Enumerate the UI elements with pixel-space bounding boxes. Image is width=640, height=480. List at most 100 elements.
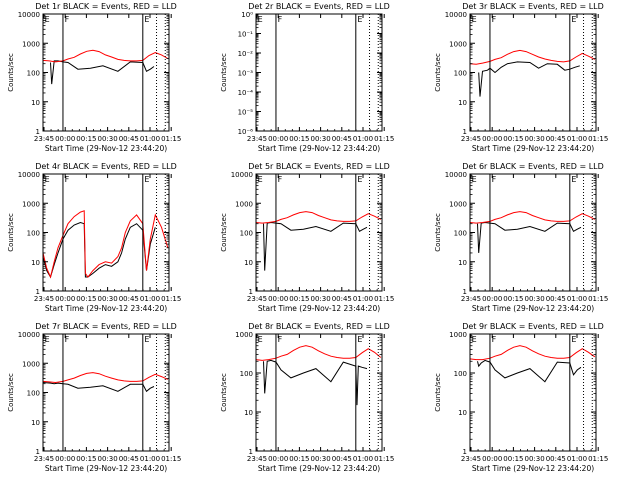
y-tick-label: 1 bbox=[249, 288, 253, 296]
x-tick-label: 00:30 bbox=[311, 455, 331, 463]
x-tick-label: 23:45 bbox=[247, 135, 267, 143]
y-tick-label: 100 bbox=[240, 230, 253, 238]
x-tick-label: 00:45 bbox=[119, 455, 139, 463]
panel-title: Det 9r BLACK = Events, RED = LLD bbox=[462, 322, 604, 331]
x-tick-label: 23:45 bbox=[34, 295, 54, 303]
y-tick-label: 1000 bbox=[22, 200, 40, 208]
x-tick-label: 00:45 bbox=[332, 295, 352, 303]
x-axis-label: Start Time (29-Nov-12 23:44:20) bbox=[258, 304, 380, 313]
marker-letter: E bbox=[357, 175, 362, 184]
marker-letter: E bbox=[571, 15, 576, 24]
panel-title: Det 1r BLACK = Events, RED = LLD bbox=[35, 2, 177, 11]
y-tick-label: 100 bbox=[454, 230, 467, 238]
panel-title: Det 7r BLACK = Events, RED = LLD bbox=[35, 322, 177, 331]
y-tick-label: 1 bbox=[36, 448, 40, 456]
x-tick-label: 00:45 bbox=[332, 135, 352, 143]
y-tick-label: 10000 bbox=[445, 11, 467, 19]
lld-series-line bbox=[469, 49, 596, 65]
detector-panel: Det 7r BLACK = Events, RED = LLD E F E 1 10 10… bbox=[7, 322, 181, 473]
y-tick-label: 1 bbox=[36, 128, 40, 136]
y-axis-label: Counts/sec bbox=[7, 213, 15, 252]
marker-letter: E bbox=[144, 15, 149, 24]
y-tick-label: 10 bbox=[31, 259, 40, 267]
x-tick-label: 00:15 bbox=[289, 295, 309, 303]
lld-series-line bbox=[42, 49, 169, 63]
y-tick-label: 10000 bbox=[18, 331, 40, 339]
x-tick-label: 01:15 bbox=[161, 295, 181, 303]
x-tick-label: 23:45 bbox=[461, 295, 481, 303]
x-axis-label: Start Time (29-Nov-12 23:44:20) bbox=[472, 464, 594, 473]
x-tick-label: 00:00 bbox=[55, 455, 75, 463]
x-tick-label: 00:15 bbox=[503, 135, 523, 143]
x-tick-label: 00:15 bbox=[76, 295, 96, 303]
x-tick-label: 00:00 bbox=[268, 135, 288, 143]
x-axis-label: Start Time (29-Nov-12 23:44:20) bbox=[45, 304, 167, 313]
detector-panel: Det 9r BLACK = Events, RED = LLD E F E 1 10 10… bbox=[434, 322, 608, 473]
y-tick-label: 10 bbox=[31, 419, 40, 427]
x-tick-label: 23:45 bbox=[247, 295, 267, 303]
lld-series-line bbox=[42, 372, 169, 384]
marker-letter: E bbox=[571, 175, 576, 184]
lld-series-line bbox=[255, 211, 382, 224]
y-tick-label: 10000 bbox=[445, 171, 467, 179]
x-tick-label: 00:15 bbox=[289, 135, 309, 143]
x-tick-label: 00:00 bbox=[268, 455, 288, 463]
y-tick-label: 100 bbox=[27, 390, 40, 398]
y-tick-label: 10⁻³ bbox=[238, 70, 254, 78]
x-tick-label: 00:30 bbox=[525, 455, 545, 463]
marker-letter: F bbox=[65, 15, 70, 24]
marker-letter: E bbox=[45, 335, 50, 344]
x-tick-label: 01:00 bbox=[567, 135, 587, 143]
detector-panel: Det 1r BLACK = Events, RED = LLD E F E 1 10 10… bbox=[7, 2, 181, 153]
x-axis-label: Start Time (29-Nov-12 23:44:20) bbox=[45, 464, 167, 473]
events-series-line bbox=[42, 221, 156, 279]
x-tick-label: 01:15 bbox=[161, 455, 181, 463]
lld-series-line bbox=[469, 345, 596, 361]
marker-letter: E bbox=[45, 175, 50, 184]
x-tick-label: 00:00 bbox=[482, 135, 502, 143]
y-tick-label: 10⁻⁴ bbox=[238, 89, 254, 97]
y-tick-label: 10 bbox=[244, 409, 253, 417]
y-tick-label: 100 bbox=[240, 370, 253, 378]
y-tick-label: 100 bbox=[454, 70, 467, 78]
x-tick-label: 00:30 bbox=[525, 135, 545, 143]
x-tick-label: 00:15 bbox=[76, 455, 96, 463]
y-tick-label: 100 bbox=[454, 370, 467, 378]
marker-letter: E bbox=[45, 15, 50, 24]
x-tick-label: 00:30 bbox=[311, 295, 331, 303]
x-tick-label: 01:15 bbox=[374, 135, 394, 143]
detector-panel: Det 8r BLACK = Events, RED = LLD E F E 1 10 10… bbox=[220, 322, 394, 473]
marker-letter: E bbox=[472, 15, 477, 24]
y-tick-label: 10⁻² bbox=[238, 50, 254, 58]
events-series-line bbox=[263, 359, 368, 406]
panel-title: Det 4r BLACK = Events, RED = LLD bbox=[35, 162, 177, 171]
x-tick-label: 00:45 bbox=[119, 135, 139, 143]
x-tick-label: 00:15 bbox=[76, 135, 96, 143]
marker-letter: E bbox=[472, 175, 477, 184]
y-tick-label: 10000 bbox=[231, 171, 253, 179]
x-tick-label: 01:15 bbox=[588, 455, 608, 463]
y-tick-label: 100 bbox=[27, 230, 40, 238]
panel-title: Det 2r BLACK = Events, RED = LLD bbox=[248, 2, 390, 11]
marker-letter: F bbox=[492, 175, 497, 184]
y-axis-label: Counts/sec bbox=[434, 53, 442, 92]
marker-letter: E bbox=[258, 15, 263, 24]
x-tick-label: 01:15 bbox=[161, 135, 181, 143]
y-tick-label: 1000 bbox=[449, 200, 467, 208]
panel-title: Det 3r BLACK = Events, RED = LLD bbox=[462, 2, 604, 11]
y-tick-label: 1000 bbox=[22, 360, 40, 368]
y-tick-label: 1000 bbox=[235, 200, 253, 208]
x-tick-label: 01:00 bbox=[140, 135, 160, 143]
marker-letter: E bbox=[144, 335, 149, 344]
x-tick-label: 00:00 bbox=[55, 135, 75, 143]
x-tick-label: 00:15 bbox=[503, 295, 523, 303]
y-tick-label: 10⁰ bbox=[241, 11, 253, 19]
x-tick-label: 01:00 bbox=[353, 295, 373, 303]
y-axis-label: Counts/sec bbox=[7, 373, 15, 412]
x-tick-label: 00:00 bbox=[482, 295, 502, 303]
y-tick-label: 10 bbox=[31, 99, 40, 107]
y-tick-label: 1000 bbox=[449, 331, 467, 339]
x-axis-label: Start Time (29-Nov-12 23:44:20) bbox=[472, 144, 594, 153]
